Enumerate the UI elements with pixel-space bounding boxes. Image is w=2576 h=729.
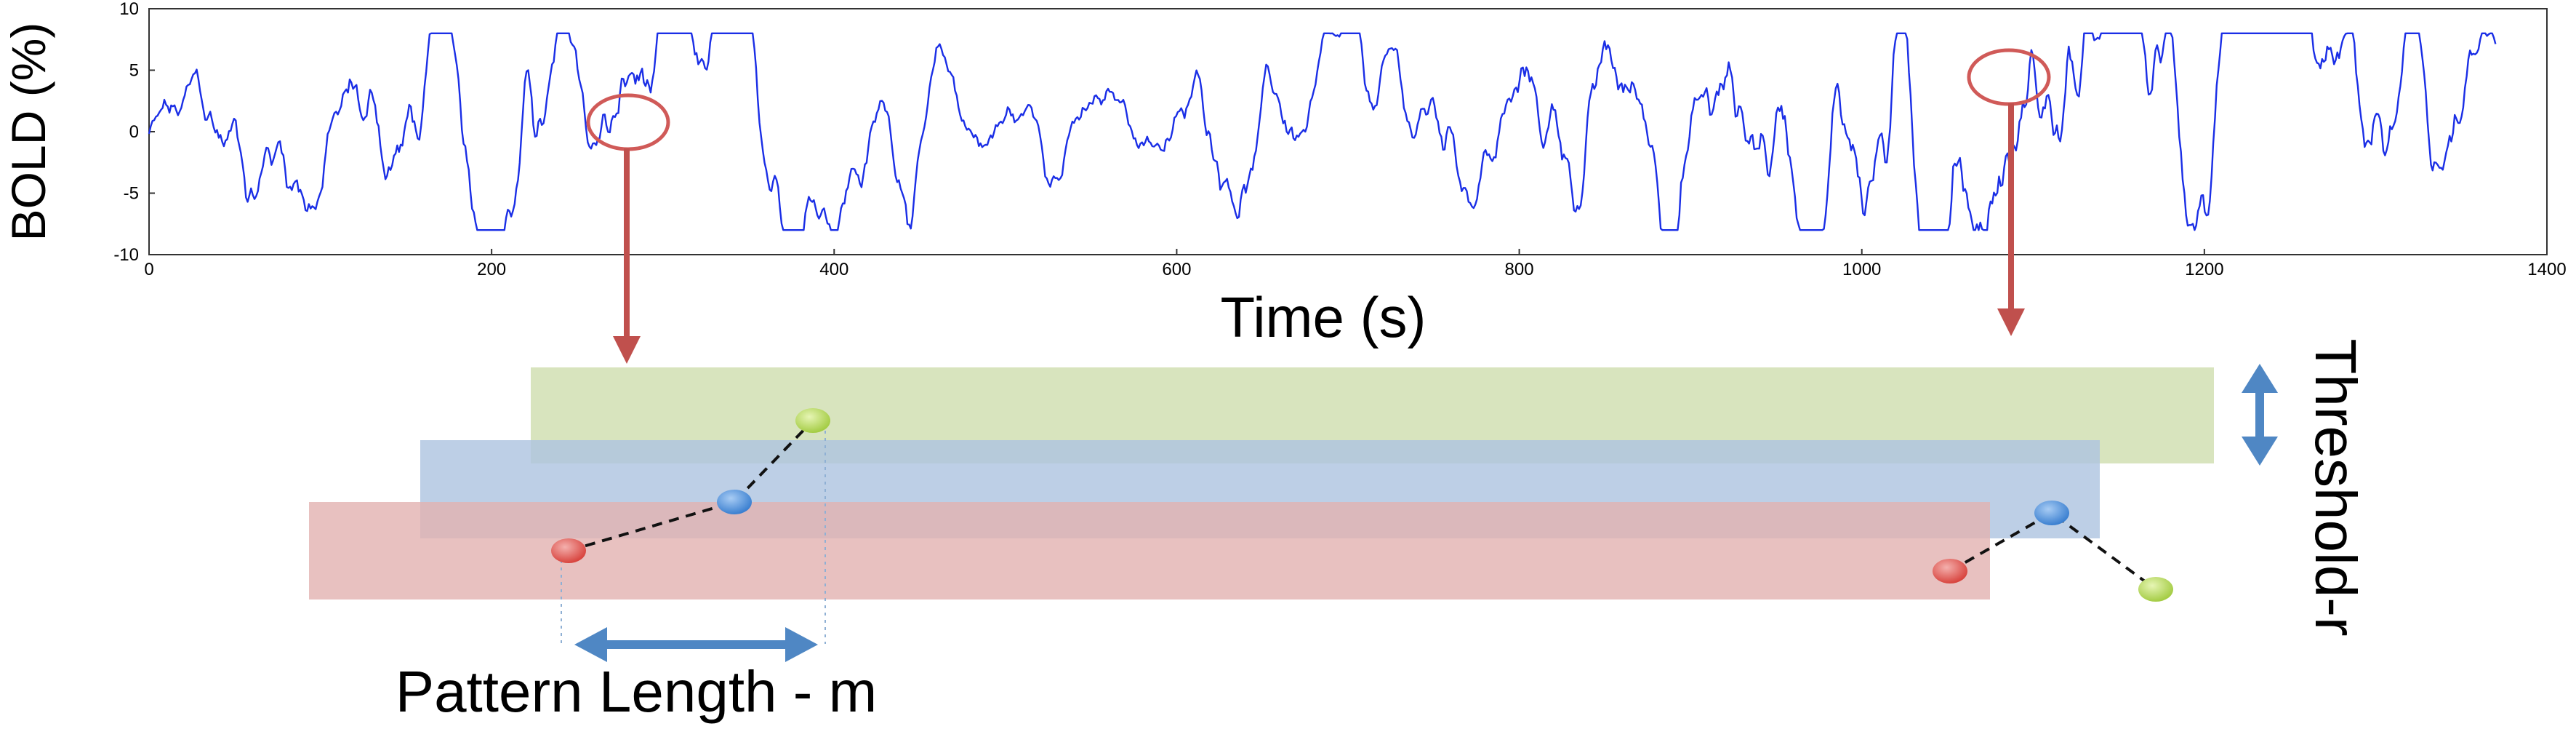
match-point-blue: [2034, 501, 2069, 525]
x-tick-label: 800: [1505, 260, 1534, 279]
plot-area: [148, 8, 2548, 255]
match-point-red: [1933, 559, 1967, 583]
x-tick-label: 1400: [2527, 260, 2566, 279]
pattern-match-right: [1933, 501, 2173, 602]
y-tick-label: -10: [113, 245, 139, 265]
x-axis-label: Time (s): [1220, 285, 1426, 349]
threshold-label: Threshold-r: [2303, 338, 2368, 636]
y-tick-label: 5: [129, 61, 139, 81]
red-arrow-left: [613, 148, 641, 364]
x-tick-label: 1200: [2185, 260, 2223, 279]
pattern-length-double-arrow: [574, 627, 818, 662]
x-tick-label: 200: [477, 260, 506, 279]
threshold-band-red: [309, 502, 1990, 599]
pattern-point-blue: [717, 490, 752, 514]
y-axis-ticks: 10 5 0 -5 -10: [113, 0, 155, 265]
threshold-double-arrow: [2242, 364, 2278, 466]
y-tick-label: -5: [124, 184, 139, 204]
pattern-length-label: Pattern Length - m: [396, 659, 878, 724]
y-tick-label: 0: [129, 122, 139, 142]
bold-time-series-chart: 0 200 400 600 800 1000 1200 1400 10 5 0 -5 -10 BOLD…: [1, 0, 2567, 349]
red-arrow-right: [1997, 103, 2025, 336]
x-axis-ticks: 0 200 400 600 800 1000 1200 1400: [144, 249, 2567, 279]
x-tick-label: 0: [144, 260, 153, 279]
x-tick-label: 400: [819, 260, 848, 279]
bold-series-line: [148, 32, 2497, 231]
y-axis-label: BOLD (%): [1, 23, 55, 242]
y-tick-label: 10: [119, 0, 139, 19]
pattern-template-left: [551, 408, 830, 644]
pattern-point-red: [551, 538, 586, 563]
x-tick-label: 1000: [1842, 260, 1881, 279]
match-point-green: [2138, 577, 2173, 602]
pattern-point-green: [795, 408, 830, 433]
x-tick-label: 600: [1162, 260, 1191, 279]
